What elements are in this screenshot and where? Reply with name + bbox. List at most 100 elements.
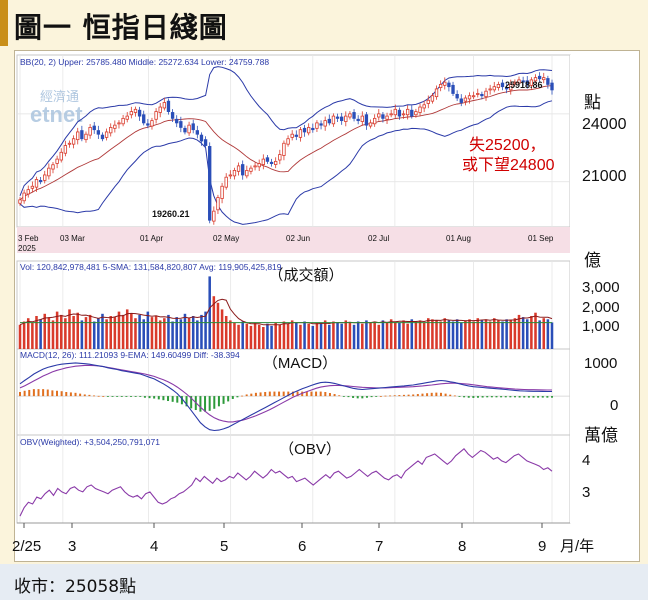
volume-bar [39, 319, 42, 349]
obv-panel [16, 434, 571, 524]
volume-bar [542, 318, 546, 349]
forecast-note-1: 失25200， [469, 136, 546, 154]
macd-histogram-bar [518, 396, 521, 398]
macd-histogram-bar [190, 396, 193, 409]
volume-bar [373, 321, 376, 349]
macd-histogram-bar [88, 394, 91, 397]
macd-histogram-bar [180, 396, 183, 405]
candle-body [76, 131, 80, 141]
macd-histogram-bar [435, 392, 438, 397]
candle-body [504, 87, 509, 90]
candle-body [298, 129, 303, 138]
candle-body [381, 114, 385, 119]
candle-body [463, 97, 468, 102]
volume-bar [410, 319, 414, 349]
month-tick-label: 3 [68, 538, 76, 555]
macd-histogram-bar [208, 396, 211, 411]
price-tick-21000: 21000 [582, 168, 627, 185]
volume-bar [546, 319, 550, 349]
volume-bar [270, 325, 273, 349]
obv-line [19, 448, 553, 517]
candle-body [175, 118, 179, 124]
volume-bar [492, 318, 496, 349]
volume-bar [224, 316, 228, 349]
volume-bar [26, 318, 30, 349]
price-tick-24000: 24000 [582, 116, 627, 133]
volume-bar [290, 320, 294, 349]
volume-bar [369, 322, 372, 349]
candle-body [451, 84, 455, 94]
volume-bar [418, 320, 422, 349]
candle-body [352, 112, 356, 119]
obv-tick-4: 4 [582, 452, 590, 469]
candle-body [71, 138, 76, 145]
volume-bar [278, 324, 282, 349]
macd-histogram-bar [347, 396, 350, 398]
watermark-line2: etnet [30, 102, 83, 127]
macd-histogram-bar [143, 396, 146, 398]
volume-bar [447, 320, 451, 349]
volume-bar [455, 319, 459, 349]
volume-bar [319, 323, 323, 349]
macd-histogram-bar [546, 396, 549, 398]
macd-histogram-bar [254, 392, 257, 397]
macd-histogram-bar [426, 393, 429, 397]
candle-body [401, 113, 406, 116]
macd-histogram-bar [463, 396, 466, 398]
macd-histogram-bar [486, 396, 489, 398]
candle-body [245, 170, 249, 177]
candle-body [199, 134, 204, 142]
macd-histogram-bar [241, 395, 244, 397]
candle-body [377, 113, 381, 118]
macd-histogram-bar [120, 396, 123, 397]
macd-histogram-bar [185, 396, 188, 407]
volume-bar [381, 320, 385, 349]
volume-bar [233, 322, 236, 349]
macd-histogram-bar [301, 391, 304, 397]
candle-body [232, 170, 237, 177]
candle-body [249, 167, 253, 172]
volume-bar [204, 311, 207, 349]
volume-bar [191, 316, 195, 349]
macd-histogram-bar [19, 392, 21, 397]
macd-histogram-bar [472, 396, 475, 398]
volume-bar [398, 322, 401, 349]
volume-bar [443, 318, 447, 349]
macd-histogram-bar [65, 392, 68, 397]
candle-body [92, 125, 96, 131]
macd-histogram-bar [176, 396, 179, 403]
candle-body [187, 124, 191, 134]
candle-body [216, 197, 220, 211]
candle-body [208, 146, 212, 221]
volume-tick-3000: 3,000 [582, 279, 620, 296]
candle-body [525, 80, 529, 85]
macd-histogram-bar [439, 392, 442, 397]
month-tick-label: 5 [220, 538, 228, 555]
volume-bar [142, 319, 145, 349]
macd-histogram-bar [148, 396, 151, 399]
macd-histogram-bar [421, 393, 424, 397]
macd-histogram-bar [162, 396, 165, 401]
candle-body [212, 210, 216, 222]
volume-bar [138, 314, 141, 349]
candle-body [302, 127, 307, 133]
macd-histogram-bar [458, 396, 461, 397]
candle-body [418, 106, 422, 113]
volume-bar [517, 314, 521, 349]
candle-body [224, 176, 228, 188]
volume-bar [200, 314, 203, 349]
macd-histogram-bar [56, 390, 59, 397]
volume-bar [356, 321, 360, 349]
candle-body [59, 151, 63, 161]
volume-bar [427, 318, 430, 349]
macd-histogram-bar [139, 396, 142, 397]
volume-series [18, 276, 554, 349]
volume-bar [72, 316, 75, 349]
candle-body [100, 134, 105, 140]
candle-body [253, 165, 257, 168]
volume-bar [249, 325, 253, 349]
candle-body [500, 82, 505, 88]
macd-histogram-bar [490, 396, 493, 398]
macd-histogram-bar [287, 391, 290, 397]
candle-body [476, 93, 480, 95]
